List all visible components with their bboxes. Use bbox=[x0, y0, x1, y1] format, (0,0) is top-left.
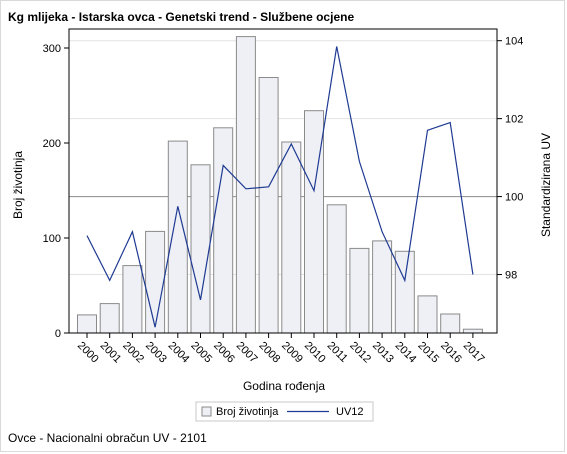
bar-2006 bbox=[213, 127, 234, 334]
x-tick-label-2014: 2014 bbox=[393, 340, 419, 366]
x-tick-label-2017: 2017 bbox=[461, 340, 487, 366]
legend-bar-label: Broj životinja bbox=[216, 406, 279, 418]
bar-2001 bbox=[99, 303, 120, 334]
x-tick-label-2008: 2008 bbox=[256, 340, 282, 366]
x-tick-label-2001: 2001 bbox=[98, 340, 124, 366]
y2-tick-label-100: 100 bbox=[505, 192, 523, 204]
bar-2010 bbox=[304, 110, 324, 334]
legend-line-label: UV12 bbox=[336, 406, 364, 418]
plot-frame bbox=[68, 28, 498, 334]
bar-2003 bbox=[145, 230, 166, 334]
legend-frame bbox=[195, 401, 374, 422]
axes: 0100200300981001021042000200120022003200… bbox=[43, 28, 523, 366]
bar-2005 bbox=[190, 164, 211, 334]
bar-2014 bbox=[394, 250, 415, 334]
y2-tick-label-102: 102 bbox=[505, 114, 523, 126]
bar-2013 bbox=[372, 240, 393, 334]
y-tick-label-200: 200 bbox=[43, 138, 61, 150]
bar-2002 bbox=[122, 265, 143, 334]
x-tick-label-2006: 2006 bbox=[211, 340, 237, 366]
bar-2009 bbox=[281, 141, 302, 334]
y-tick-label-300: 300 bbox=[43, 43, 61, 55]
x-axis-label: Godina rođenja bbox=[243, 379, 325, 393]
y-axis-label: Broj životinja bbox=[11, 151, 25, 219]
legend-bar-swatch bbox=[201, 406, 212, 417]
x-tick-label-2016: 2016 bbox=[438, 340, 464, 366]
x-tick-label-2007: 2007 bbox=[234, 340, 260, 366]
line-series bbox=[86, 46, 474, 328]
bar-2015 bbox=[417, 295, 438, 334]
y2-axis-label: Standardizirana UV bbox=[539, 133, 553, 237]
y2-tick-label-98: 98 bbox=[505, 270, 517, 282]
x-tick-label-2015: 2015 bbox=[415, 340, 441, 366]
x-tick-label-2004: 2004 bbox=[166, 340, 192, 366]
x-tick-label-2011: 2011 bbox=[325, 340, 350, 365]
x-tick-label-2002: 2002 bbox=[120, 340, 146, 366]
bar-2012 bbox=[349, 247, 370, 334]
x-tick-label-2013: 2013 bbox=[370, 340, 396, 366]
y-tick-label-0: 0 bbox=[55, 328, 61, 340]
line-uv12 bbox=[86, 46, 474, 328]
bar-series bbox=[77, 36, 483, 334]
bar-2017 bbox=[462, 328, 483, 334]
legend: Broj životinja UV12 bbox=[195, 401, 374, 422]
footnote: Ovce - Nacionalni obračun UV - 2101 bbox=[8, 431, 207, 445]
chart-title: Kg mlijeka - Istarska ovca - Genetski tr… bbox=[8, 10, 355, 24]
y2-tick-label-104: 104 bbox=[505, 36, 523, 48]
bar-2016 bbox=[440, 313, 461, 334]
bar-2007 bbox=[235, 36, 256, 334]
x-tick-label-2003: 2003 bbox=[143, 340, 169, 366]
bar-2004 bbox=[167, 140, 188, 334]
x-tick-label-2005: 2005 bbox=[188, 340, 214, 366]
bar-2011 bbox=[326, 204, 347, 334]
x-tick-label-2012: 2012 bbox=[347, 340, 373, 366]
bar-2008 bbox=[258, 77, 279, 334]
bar-2000 bbox=[77, 314, 97, 334]
x-tick-label-2009: 2009 bbox=[279, 340, 305, 366]
x-tick-label-2010: 2010 bbox=[302, 340, 328, 366]
y-tick-label-100: 100 bbox=[43, 233, 61, 245]
x-tick-label-2000: 2000 bbox=[75, 340, 101, 366]
